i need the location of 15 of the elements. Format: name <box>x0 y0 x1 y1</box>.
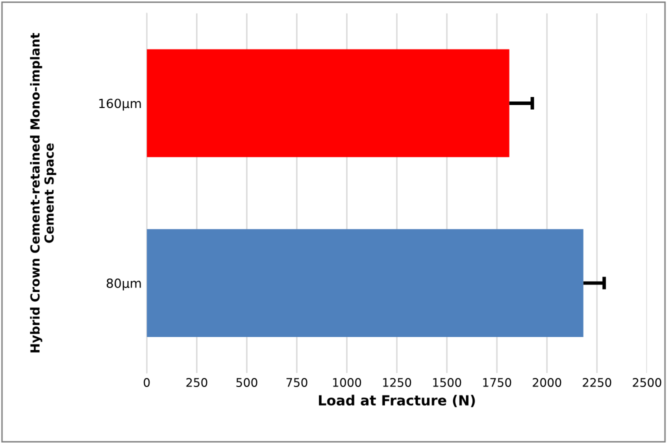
x-tick-label: 1500 <box>433 378 462 387</box>
y-tick-label: 160µm <box>99 98 141 111</box>
x-tick-label: 1250 <box>383 378 412 387</box>
x-tick-label: 2000 <box>532 378 562 387</box>
x-tick-label: 2250 <box>582 378 612 387</box>
x-tick-label: 250 <box>186 378 208 387</box>
x-axis-title: Load at Fracture (N) <box>318 394 475 408</box>
x-tick-label: 500 <box>236 378 258 387</box>
x-tick-label: 750 <box>286 378 308 387</box>
y-tick-label: 80µm <box>106 278 141 290</box>
x-tick-label: 1000 <box>333 378 362 387</box>
x-tick-label: 1750 <box>483 378 512 387</box>
x-tick-label: 0 <box>144 378 150 387</box>
x-tick-label: 2500 <box>632 378 662 387</box>
y-axis-title: Hybrid Crown Cement-retained Mono-implant Cement Space <box>30 33 56 352</box>
